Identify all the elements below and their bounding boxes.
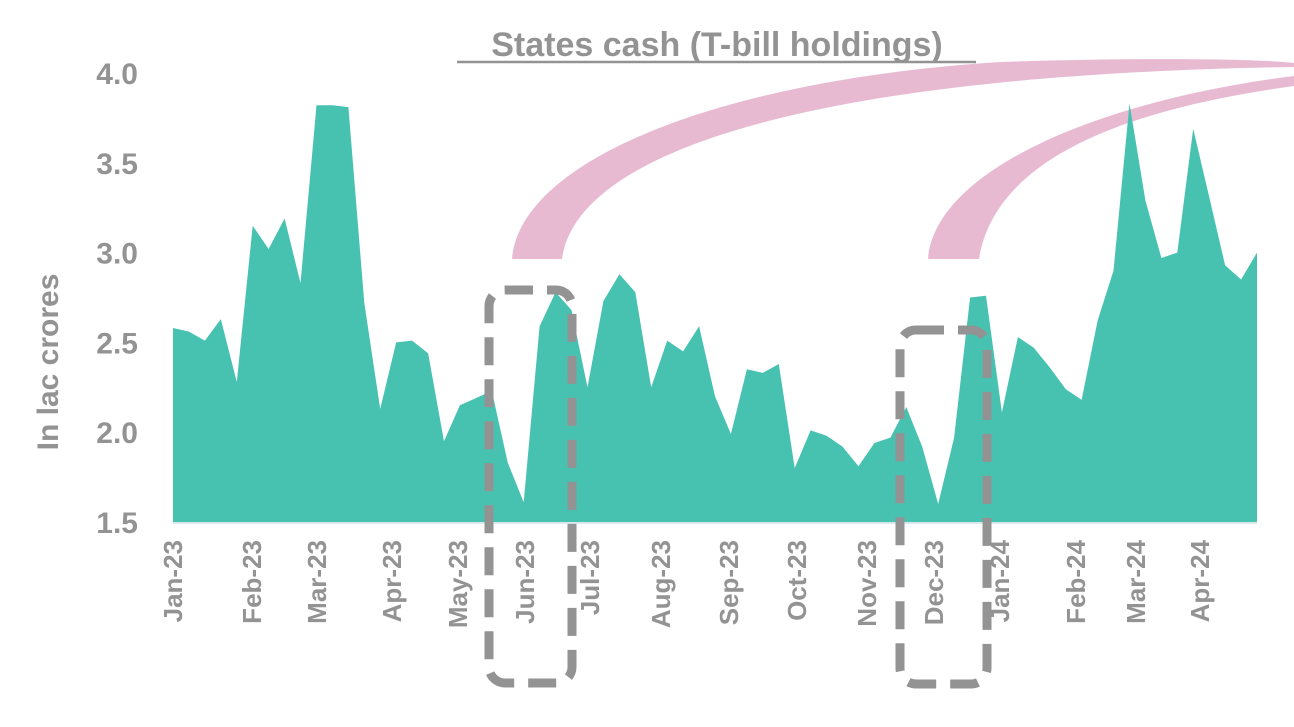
x-tick-label: Jul-23	[575, 540, 605, 615]
dashed-box-annotations	[484, 285, 992, 689]
x-tick-label: Jan-23	[158, 540, 188, 622]
x-tick-label: Feb-24	[1061, 539, 1091, 623]
x-tick-label: Dec-23	[919, 540, 949, 625]
y-axis: 4.0 3.5 3.0 2.5 2.0 1.5	[96, 58, 138, 540]
x-tick-label: Mar-24	[1121, 539, 1151, 623]
x-tick-label: Mar-23	[302, 540, 332, 624]
chart-title: States cash (T-bill holdings)	[491, 26, 943, 64]
curved-arrow-jun	[512, 59, 1294, 259]
y-tick-label: 2.5	[96, 327, 138, 360]
x-tick-label: Sep-23	[714, 540, 744, 625]
x-axis: Jan-23 Feb-23 Mar-23 Apr-23 May-23 Jun-23 Jul-…	[158, 539, 1215, 628]
curved-arrow-annotations	[512, 59, 1294, 259]
x-tick-label: Aug-23	[646, 540, 676, 628]
x-tick-label: Apr-23	[377, 540, 407, 622]
y-tick-label: 1.5	[96, 507, 138, 540]
y-tick-label: 3.5	[96, 148, 138, 181]
y-axis-label: In lac crores	[32, 274, 65, 451]
x-tick-label: May-23	[443, 540, 473, 628]
x-tick-label: Jun-23	[510, 540, 540, 624]
area-series	[173, 103, 1257, 522]
plot-area	[173, 103, 1257, 524]
y-tick-label: 4.0	[96, 58, 138, 91]
dashed-box-dec-23	[895, 325, 992, 689]
x-tick-label: Nov-23	[852, 540, 882, 627]
y-tick-label: 3.0	[96, 238, 138, 271]
x-tick-label: Apr-24	[1185, 539, 1215, 622]
curved-arrow-dec	[928, 76, 1294, 259]
x-tick-label: Oct-23	[782, 540, 812, 621]
y-tick-label: 2.0	[96, 417, 138, 450]
dashed-box-jun-23	[484, 285, 577, 688]
x-tick-label: Feb-23	[237, 540, 267, 624]
